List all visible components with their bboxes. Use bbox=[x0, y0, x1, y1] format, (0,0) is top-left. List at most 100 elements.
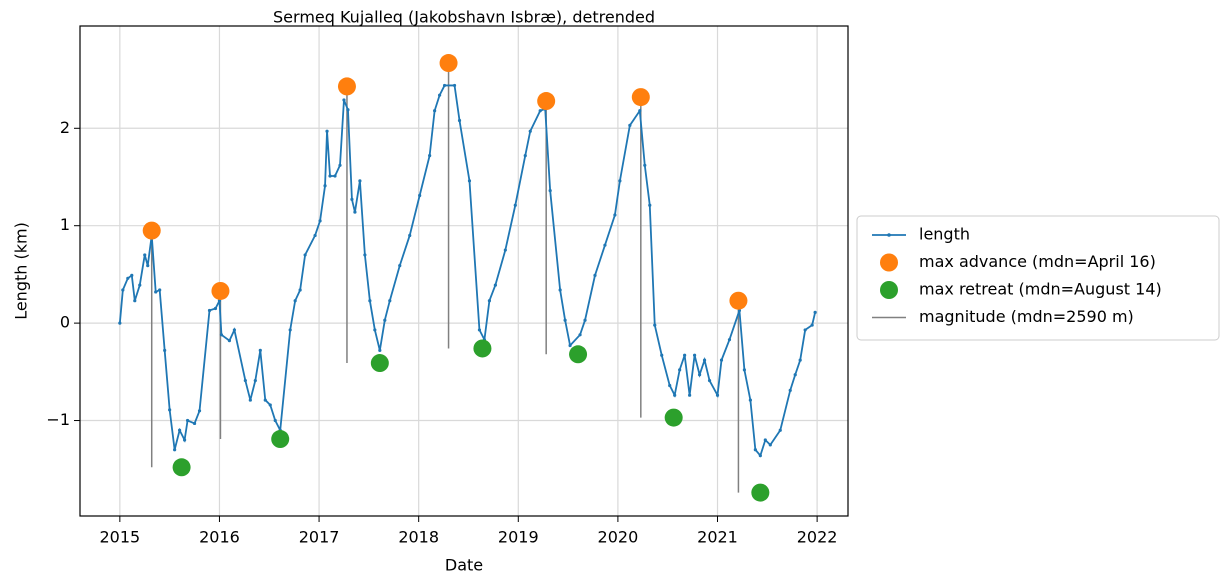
y-axis-label: Length (km) bbox=[12, 222, 31, 320]
length-point bbox=[333, 174, 337, 178]
plot-frame bbox=[79, 25, 849, 517]
x-tick-label: 2016 bbox=[199, 528, 240, 547]
advance-point bbox=[337, 77, 356, 96]
length-point bbox=[702, 358, 707, 362]
length-point bbox=[293, 299, 297, 303]
length-point bbox=[788, 388, 792, 392]
length-point bbox=[258, 348, 262, 352]
length-point bbox=[593, 273, 597, 277]
length-point bbox=[133, 299, 137, 303]
length-point bbox=[433, 109, 437, 113]
length-point bbox=[467, 179, 472, 183]
x-tick-label: 2019 bbox=[498, 528, 539, 547]
length-point bbox=[513, 203, 517, 207]
retreat-point bbox=[370, 354, 389, 373]
length-point bbox=[268, 403, 272, 407]
length-point bbox=[613, 213, 617, 217]
length-point bbox=[273, 418, 277, 423]
length-point bbox=[668, 383, 672, 388]
length-point bbox=[383, 318, 387, 322]
chart-title: Sermeq Kujalleq (Jakobshavn Isbræ), detr… bbox=[273, 8, 655, 27]
length-point bbox=[248, 398, 252, 402]
retreat-point bbox=[664, 408, 683, 427]
length-point bbox=[219, 333, 224, 337]
length-point bbox=[493, 283, 497, 287]
x-tick-label: 2018 bbox=[398, 528, 439, 547]
length-point bbox=[143, 253, 147, 257]
length-point bbox=[603, 243, 607, 247]
length-point bbox=[618, 179, 622, 183]
length-point bbox=[338, 163, 342, 167]
advance-point bbox=[537, 92, 556, 111]
length-point bbox=[298, 288, 302, 292]
legend-symbol bbox=[887, 233, 891, 237]
length-point bbox=[727, 338, 732, 342]
length-point bbox=[697, 373, 702, 377]
advance-point bbox=[631, 88, 650, 107]
length-point bbox=[373, 328, 377, 332]
length-point bbox=[673, 393, 677, 397]
length-point bbox=[197, 409, 202, 413]
length-point bbox=[130, 273, 134, 277]
length-point bbox=[318, 219, 322, 223]
length-point bbox=[173, 448, 177, 452]
length-point bbox=[803, 328, 807, 332]
length-point bbox=[398, 264, 402, 268]
y-tick-label: 1 bbox=[60, 215, 70, 234]
length-point bbox=[442, 83, 447, 88]
length-point bbox=[660, 353, 664, 357]
length-point bbox=[793, 373, 797, 377]
length-point bbox=[813, 310, 817, 315]
length-point bbox=[253, 378, 257, 383]
length-point bbox=[563, 318, 567, 322]
length-point bbox=[325, 129, 329, 133]
length-point bbox=[523, 153, 527, 158]
length-point bbox=[558, 288, 562, 292]
x-tick-label: 2020 bbox=[598, 528, 639, 547]
length-point bbox=[323, 184, 327, 188]
length-point bbox=[182, 438, 187, 442]
length-point bbox=[118, 321, 122, 325]
legend-label: max retreat (mdn=August 14) bbox=[919, 280, 1162, 299]
length-point bbox=[678, 368, 682, 372]
length-point bbox=[742, 368, 747, 372]
length-point bbox=[692, 353, 697, 357]
length-point bbox=[350, 197, 354, 201]
length-point bbox=[121, 288, 125, 292]
length-point bbox=[638, 109, 642, 113]
legend-label: max advance (mdn=April 16) bbox=[919, 252, 1156, 271]
x-tick-label: 2017 bbox=[299, 528, 340, 547]
length-point bbox=[748, 398, 752, 402]
length-point bbox=[378, 348, 382, 352]
length-point bbox=[452, 83, 457, 88]
length-point bbox=[146, 264, 150, 268]
length-point bbox=[163, 348, 167, 352]
length-point bbox=[428, 153, 432, 158]
length-point bbox=[168, 408, 172, 412]
legend-symbol bbox=[880, 281, 898, 299]
length-point bbox=[753, 448, 757, 452]
length-point bbox=[388, 299, 392, 303]
length-point bbox=[243, 378, 247, 383]
length-point bbox=[418, 193, 422, 198]
length-point bbox=[538, 109, 542, 113]
length-point bbox=[288, 328, 292, 332]
length-point bbox=[207, 308, 212, 313]
length-point bbox=[346, 108, 350, 112]
advance-point bbox=[439, 54, 458, 73]
y-tick-label: −1 bbox=[46, 410, 70, 429]
length-point bbox=[688, 393, 692, 397]
length-point bbox=[568, 343, 572, 348]
length-point bbox=[810, 323, 814, 327]
legend-box bbox=[856, 215, 1220, 341]
length-point bbox=[548, 189, 552, 193]
length-point bbox=[628, 123, 632, 127]
y-tick-label: 2 bbox=[60, 118, 70, 137]
length-point bbox=[342, 98, 346, 102]
length-point bbox=[683, 353, 687, 357]
length-point bbox=[263, 398, 267, 402]
length-point bbox=[408, 233, 412, 238]
length-point bbox=[232, 328, 236, 332]
